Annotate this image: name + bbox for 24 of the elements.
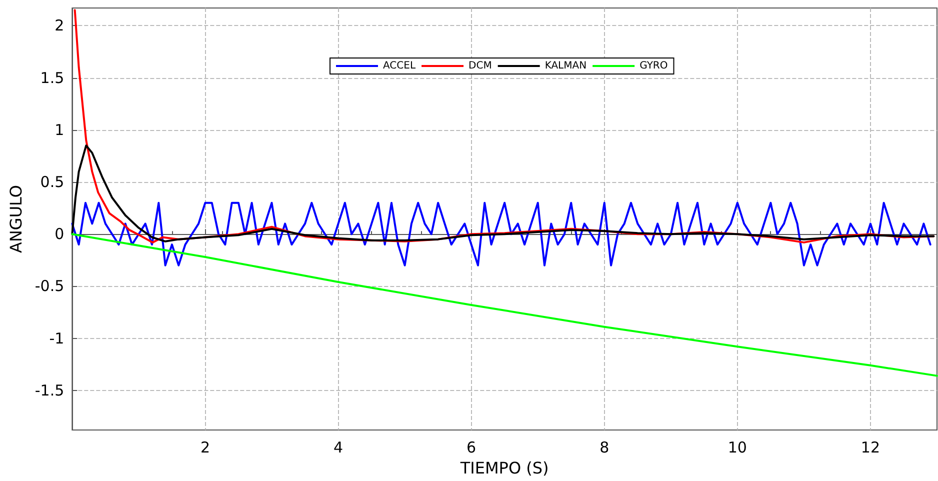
y-tick-label: 1 [54,120,64,139]
y-axis-title: ANGULO [6,185,26,253]
x-tick-label: 12 [860,438,880,456]
line-series [71,233,938,377]
y-tick-label: 0.5 [40,173,64,192]
y-tick-label: 1.5 [40,68,64,87]
legend-label: GYRO [640,60,668,72]
y-tick-label: -1 [49,329,64,348]
y-tick-label: 0 [54,225,64,244]
legend-label: ACCEL [383,60,416,72]
x-tick-label: 10 [728,438,747,456]
legend-label: DCM [468,60,492,72]
x-tick-label: 4 [333,438,344,456]
legend-label: KALMAN [544,60,587,72]
line-series [71,144,935,242]
x-tick-label: 6 [466,438,476,456]
line-series [71,202,932,266]
y-tick-label: 2 [54,16,64,35]
x-tick-label: 2 [200,438,210,456]
x-axis-title: TIEMPO (S) [459,458,549,478]
y-tick-label: -0.5 [34,277,64,296]
y-tick-label: -1.5 [34,381,64,400]
x-tick-label: 8 [600,438,610,456]
line-series [74,9,935,244]
